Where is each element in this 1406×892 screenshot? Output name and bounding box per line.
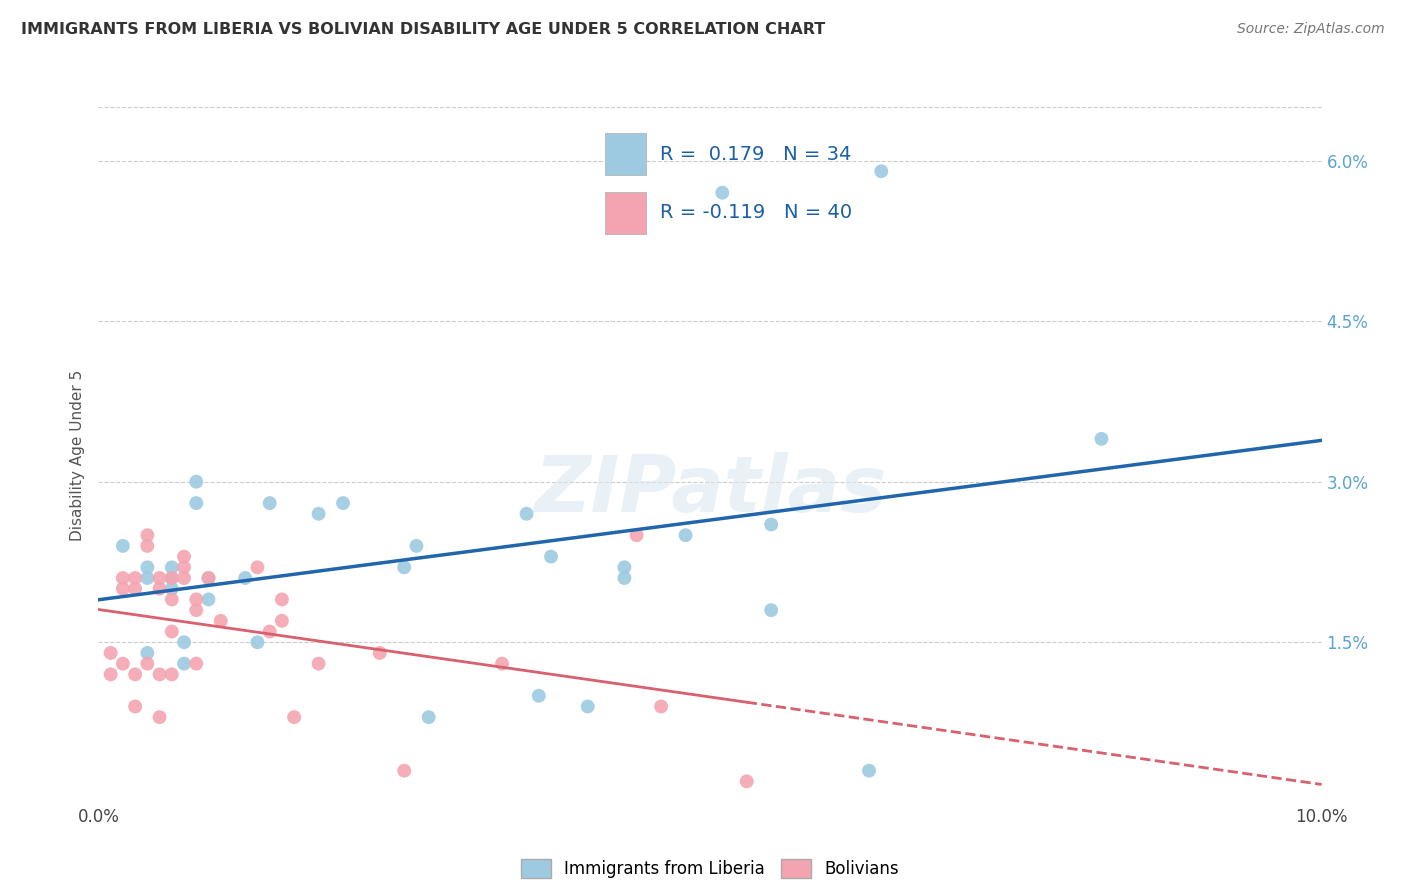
Point (111, 539, 134, 553)
Point (186, 475, 208, 489)
Point (626, 528, 648, 542)
Point (173, 560, 195, 574)
Point (136, 657, 159, 671)
Point (136, 646, 159, 660)
Point (160, 571, 183, 585)
Point (160, 571, 183, 585)
Text: R = -0.119   N = 40: R = -0.119 N = 40 (659, 202, 852, 222)
Point (111, 571, 134, 585)
Point (613, 571, 636, 585)
Point (173, 657, 195, 671)
Point (870, 164, 893, 178)
Point (233, 571, 256, 585)
Point (136, 560, 159, 574)
Point (368, 646, 391, 660)
Point (100, 646, 122, 660)
Point (675, 528, 697, 542)
Point (858, 764, 880, 778)
FancyBboxPatch shape (605, 134, 645, 175)
Point (136, 539, 159, 553)
Point (270, 614, 292, 628)
Point (246, 560, 269, 574)
Point (149, 582, 172, 596)
Point (759, 603, 782, 617)
Point (527, 689, 550, 703)
Point (197, 571, 219, 585)
Point (160, 592, 183, 607)
Point (173, 571, 195, 585)
Point (160, 582, 183, 596)
Point (173, 635, 195, 649)
Point (650, 699, 672, 714)
Point (124, 582, 146, 596)
Point (516, 507, 538, 521)
Point (392, 560, 416, 574)
Text: IMMIGRANTS FROM LIBERIA VS BOLIVIAN DISABILITY AGE UNDER 5 CORRELATION CHART: IMMIGRANTS FROM LIBERIA VS BOLIVIAN DISA… (21, 22, 825, 37)
Point (246, 635, 269, 649)
Legend: Immigrants from Liberia, Bolivians: Immigrants from Liberia, Bolivians (515, 853, 905, 885)
Point (283, 710, 305, 724)
Point (186, 496, 208, 510)
Point (186, 592, 208, 607)
Point (259, 624, 281, 639)
Point (540, 549, 562, 564)
Text: ZIPatlas: ZIPatlas (534, 451, 886, 528)
Point (186, 603, 208, 617)
Point (576, 699, 599, 714)
Point (136, 571, 159, 585)
Point (405, 539, 427, 553)
Point (160, 560, 183, 574)
Point (711, 186, 734, 200)
Point (111, 657, 134, 671)
Point (418, 710, 440, 724)
Point (160, 667, 183, 681)
Point (197, 571, 219, 585)
Point (392, 764, 416, 778)
Point (124, 699, 146, 714)
Point (759, 517, 782, 532)
Point (209, 614, 232, 628)
Point (259, 496, 281, 510)
Point (149, 667, 172, 681)
Point (111, 582, 134, 596)
Point (160, 624, 183, 639)
Point (136, 528, 159, 542)
FancyBboxPatch shape (605, 193, 645, 234)
Point (735, 774, 758, 789)
Text: R =  0.179   N = 34: R = 0.179 N = 34 (659, 145, 851, 163)
Point (1090, 432, 1112, 446)
Point (613, 560, 636, 574)
Y-axis label: Disability Age Under 5: Disability Age Under 5 (69, 369, 84, 541)
Point (332, 496, 354, 510)
Point (270, 592, 292, 607)
Text: Source: ZipAtlas.com: Source: ZipAtlas.com (1237, 22, 1385, 37)
Point (186, 657, 208, 671)
Point (149, 571, 172, 585)
Point (173, 549, 195, 564)
Point (149, 710, 172, 724)
Point (124, 571, 146, 585)
Point (124, 667, 146, 681)
Point (100, 667, 122, 681)
Point (491, 657, 513, 671)
Point (197, 592, 219, 607)
Point (308, 507, 330, 521)
Point (308, 657, 330, 671)
